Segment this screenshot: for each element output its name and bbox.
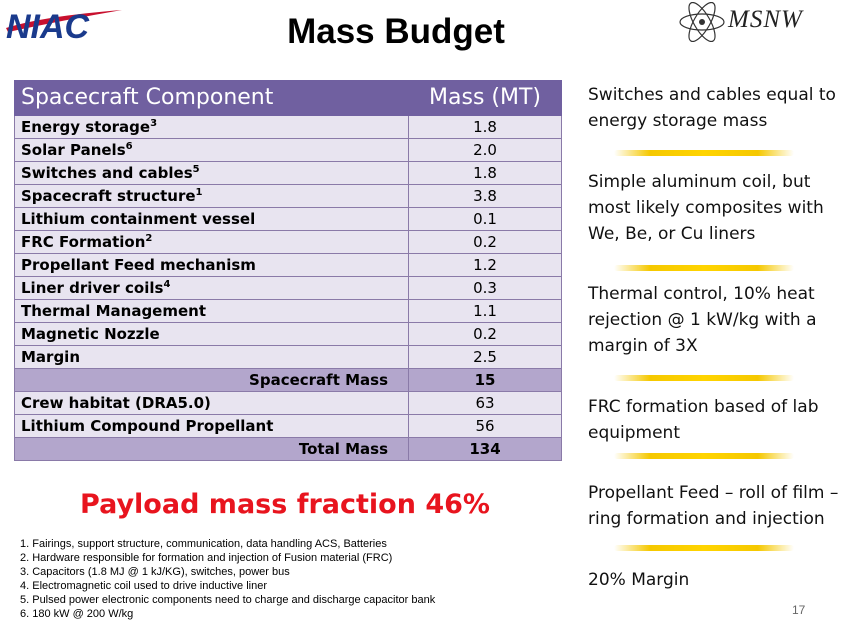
payload-fraction: Payload mass fraction 46% xyxy=(80,489,490,520)
table-row: Liner driver coils4 0.3 xyxy=(14,276,562,300)
total-mass-value: 134 xyxy=(408,437,562,461)
total-mass-label: Total Mass xyxy=(14,437,409,461)
component-label: Propellant Feed mechanism xyxy=(21,256,256,274)
footnote-ref: 3 xyxy=(150,118,158,129)
component-name: Propellant Feed mechanism xyxy=(14,253,409,277)
component-mass: 0.2 xyxy=(408,230,562,254)
component-name: Energy storage3 xyxy=(14,115,409,139)
footnotes-list: 1. Fairings, support structure, communic… xyxy=(20,537,435,621)
table-row: Magnetic Nozzle 0.2 xyxy=(14,322,562,346)
divider xyxy=(614,150,794,156)
niac-logo: NIAC xyxy=(6,8,122,42)
footnote-ref: 5 xyxy=(192,164,200,175)
footnote-ref: 2 xyxy=(145,233,153,244)
table-row: Crew habitat (DRA5.0) 63 xyxy=(14,391,562,415)
footnote-ref: 4 xyxy=(163,279,171,290)
footnote-item: 6. 180 kW @ 200 W/kg xyxy=(20,608,134,620)
column-header-component: Spacecraft Component xyxy=(14,80,409,116)
component-name: Liner driver coils4 xyxy=(14,276,409,300)
footnote-ref: 1 xyxy=(195,187,203,198)
table-row: Switches and cables5 1.8 xyxy=(14,161,562,185)
note-propellant: Propellant Feed – roll of film – ring fo… xyxy=(588,483,839,529)
footnote-ref: 6 xyxy=(125,141,133,152)
msnw-logo: MSNW xyxy=(676,1,846,43)
component-label: Solar Panels xyxy=(21,141,126,159)
component-label: Crew habitat (DRA5.0) xyxy=(21,394,211,412)
note-frc: FRC formation based of lab equipment xyxy=(588,397,819,443)
component-name: Crew habitat (DRA5.0) xyxy=(14,391,409,415)
page-number: 17 xyxy=(792,603,806,617)
niac-logo-text: NIAC xyxy=(6,8,90,42)
note-switches: Switches and cables equal to energy stor… xyxy=(588,85,836,131)
component-mass: 1.1 xyxy=(408,299,562,323)
spacecraft-mass-value: 15 xyxy=(408,368,562,392)
table-header-row: Spacecraft Component Mass (MT) xyxy=(14,80,562,116)
component-name: Solar Panels6 xyxy=(14,138,409,162)
component-label: Liner driver coils xyxy=(21,279,164,297)
divider xyxy=(614,375,794,381)
divider xyxy=(614,545,794,551)
footnote-item: 5. Pulsed power electronic components ne… xyxy=(20,594,436,606)
component-mass: 2.5 xyxy=(408,345,562,369)
spacecraft-mass-label: Spacecraft Mass xyxy=(14,368,409,392)
component-label: FRC Formation xyxy=(21,233,146,251)
component-label: Magnetic Nozzle xyxy=(21,325,160,343)
component-mass: 0.3 xyxy=(408,276,562,300)
divider xyxy=(614,265,794,271)
footnote-item: 1. Fairings, support structure, communic… xyxy=(20,538,387,550)
component-mass: 1.2 xyxy=(408,253,562,277)
component-label: Lithium containment vessel xyxy=(21,210,256,228)
component-name: Margin xyxy=(14,345,409,369)
spacecraft-mass-row: Spacecraft Mass 15 xyxy=(14,368,562,392)
msnw-logo-text: MSNW xyxy=(728,6,803,33)
component-mass: 2.0 xyxy=(408,138,562,162)
component-label: Spacecraft structure xyxy=(21,187,196,205)
component-mass: 56 xyxy=(408,414,562,438)
component-label: Thermal Management xyxy=(21,302,207,320)
note-coil: Simple aluminum coil, but most likely co… xyxy=(588,172,824,244)
component-name: FRC Formation2 xyxy=(14,230,409,254)
component-name: Thermal Management xyxy=(14,299,409,323)
component-name: Spacecraft structure1 xyxy=(14,184,409,208)
component-mass: 1.8 xyxy=(408,161,562,185)
component-mass: 3.8 xyxy=(408,184,562,208)
component-mass: 1.8 xyxy=(408,115,562,139)
mass-budget-table: Spacecraft Component Mass (MT) Energy st… xyxy=(14,80,562,461)
note-thermal: Thermal control, 10% heat rejection @ 1 … xyxy=(588,284,817,356)
table-row: Margin 2.5 xyxy=(14,345,562,369)
table-row: Spacecraft structure1 3.8 xyxy=(14,184,562,208)
divider xyxy=(614,453,794,459)
table-row: FRC Formation2 0.2 xyxy=(14,230,562,254)
component-name: Lithium Compound Propellant xyxy=(14,414,409,438)
footnote-item: 4. Electromagnetic coil used to drive in… xyxy=(20,580,268,592)
component-mass: 0.1 xyxy=(408,207,562,231)
component-mass: 0.2 xyxy=(408,322,562,346)
component-name: Magnetic Nozzle xyxy=(14,322,409,346)
column-header-mass: Mass (MT) xyxy=(408,80,562,116)
table-row: Lithium Compound Propellant 56 xyxy=(14,414,562,438)
component-label: Lithium Compound Propellant xyxy=(21,417,274,435)
table-row: Thermal Management 1.1 xyxy=(14,299,562,323)
table-row: Energy storage3 1.8 xyxy=(14,115,562,139)
table-row: Lithium containment vessel 0.1 xyxy=(14,207,562,231)
component-label: Margin xyxy=(21,348,81,366)
footnote-item: 2. Hardware responsible for formation an… xyxy=(20,552,393,564)
table-row: Solar Panels6 2.0 xyxy=(14,138,562,162)
total-mass-row: Total Mass 134 xyxy=(14,437,562,461)
component-label: Energy storage xyxy=(21,118,151,136)
component-name: Switches and cables5 xyxy=(14,161,409,185)
table-row: Propellant Feed mechanism 1.2 xyxy=(14,253,562,277)
footnote-item: 3. Capacitors (1.8 MJ @ 1 kJ/KG), switch… xyxy=(20,566,290,578)
component-name: Lithium containment vessel xyxy=(14,207,409,231)
note-margin: 20% Margin xyxy=(588,570,690,590)
component-label: Switches and cables xyxy=(21,164,193,182)
atom-icon xyxy=(679,1,725,43)
component-mass: 63 xyxy=(408,391,562,415)
page-title: Mass Budget xyxy=(287,12,505,51)
